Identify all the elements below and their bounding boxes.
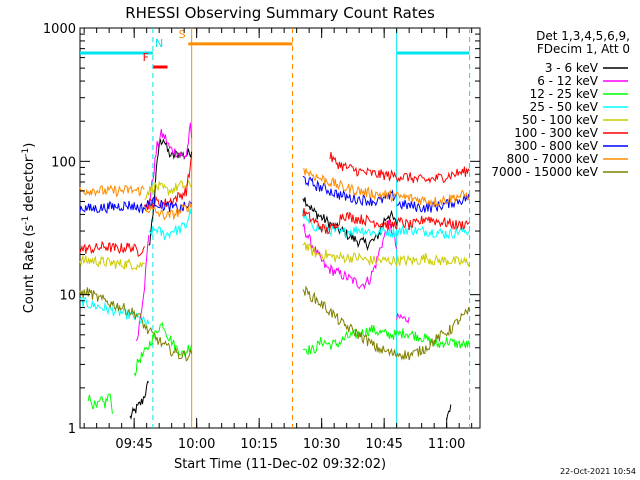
series-line-0 xyxy=(148,138,193,246)
y-tick-label: 1000 xyxy=(43,22,76,37)
series-lines xyxy=(79,122,471,420)
generation-timestamp: 22-Oct-2021 10:54 xyxy=(560,467,636,476)
legend-label: 6 - 12 keV xyxy=(537,74,599,88)
x-tick-label: 09:45 xyxy=(115,437,152,452)
series-line-1 xyxy=(135,234,150,342)
series-line-2 xyxy=(87,393,114,414)
plot-area xyxy=(79,27,481,429)
series-line-1 xyxy=(148,122,193,210)
y-tick-label: 1 xyxy=(68,422,76,437)
legend-label: 7000 - 15000 keV xyxy=(491,165,598,179)
series-line-6 xyxy=(396,193,471,213)
series-line-4 xyxy=(79,254,145,271)
legend-header-line-1: Det 1,3,4,5,6,9, xyxy=(536,29,630,43)
series-line-7 xyxy=(144,201,193,221)
series-line-2 xyxy=(133,321,193,377)
series-line-1 xyxy=(396,312,410,324)
series-line-2 xyxy=(302,324,471,355)
legend-label: 800 - 7000 keV xyxy=(507,152,599,166)
series-line-5 xyxy=(329,151,470,184)
y-tick-label: 10 xyxy=(59,289,76,304)
flag-label-n: N xyxy=(155,37,163,50)
chart-title: RHESSI Observing Summary Count Rates xyxy=(125,4,435,22)
x-tick-label: 10:30 xyxy=(303,437,340,452)
series-line-5 xyxy=(79,240,146,257)
y-axis-label: Count Rate (s-1 detector-1) xyxy=(21,143,37,314)
legend-label: 12 - 25 keV xyxy=(530,87,599,101)
series-line-0 xyxy=(129,380,150,420)
legend: Det 1,3,4,5,6,9, FDecim 1, Att 0 3 - 6 k… xyxy=(491,29,630,179)
flag-label-s: S xyxy=(179,28,186,41)
y-tick-label: 100 xyxy=(51,155,76,170)
legend-label: 25 - 50 keV xyxy=(530,100,599,114)
series-line-0 xyxy=(446,404,452,420)
instrument-flags: NF S xyxy=(80,28,470,69)
series-line-4 xyxy=(144,179,193,200)
legend-label: 100 - 300 keV xyxy=(514,126,598,140)
series-line-6 xyxy=(79,200,145,214)
series-line-0 xyxy=(302,197,398,251)
series-line-3 xyxy=(302,209,470,240)
legend-header-line-2: FDecim 1, Att 0 xyxy=(537,42,630,56)
series-line-7 xyxy=(302,168,471,208)
legend-label: 50 - 100 keV xyxy=(522,113,599,127)
x-tick-label: 10:00 xyxy=(178,437,215,452)
x-axis: 09:45 10:00 10:15 10:30 10:45 11:00 xyxy=(83,28,473,452)
x-tick-label: 10:45 xyxy=(365,437,402,452)
x-tick-label: 11:00 xyxy=(428,437,465,452)
series-line-8 xyxy=(302,285,471,361)
plot-frame xyxy=(79,27,481,429)
series-line-3 xyxy=(79,296,150,325)
flag-label-f: F xyxy=(143,51,149,64)
series-line-5 xyxy=(302,207,470,235)
series-line-3 xyxy=(148,207,193,241)
series-line-8 xyxy=(79,287,193,362)
series-line-6 xyxy=(302,175,397,207)
x-axis-label: Start Time (11-Dec-02 09:32:02) xyxy=(174,457,386,472)
x-tick-label: 10:15 xyxy=(240,437,277,452)
legend-label: 3 - 6 keV xyxy=(545,61,599,75)
series-line-5 xyxy=(144,155,193,211)
y-axis: 1 10 100 1000 xyxy=(43,22,480,437)
legend-label: 300 - 800 keV xyxy=(514,139,598,153)
series-line-4 xyxy=(302,241,471,268)
series-line-7 xyxy=(79,184,145,198)
